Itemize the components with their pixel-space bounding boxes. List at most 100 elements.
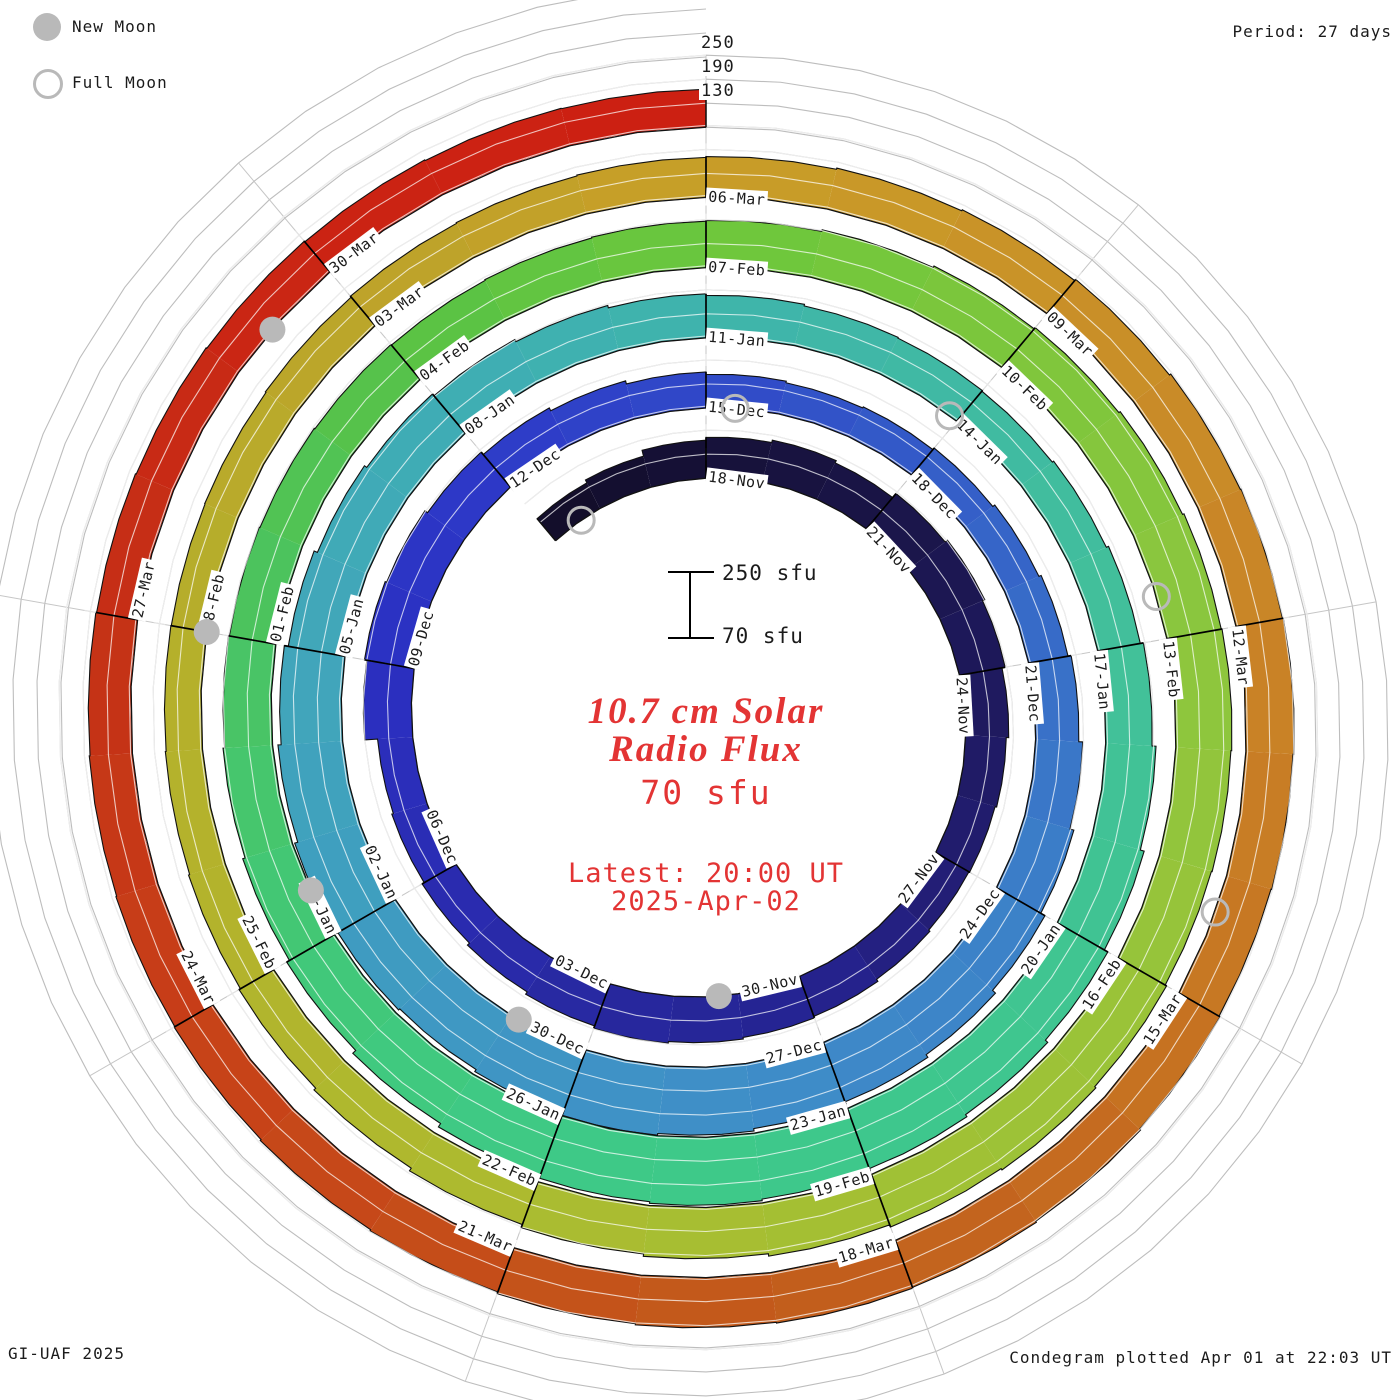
flux-day-bar: [1105, 993, 1221, 1130]
flux-day-bar: [942, 209, 1075, 314]
scalebar-top-label: 250 sfu: [722, 561, 818, 585]
date-label: 24-Nov: [952, 674, 974, 738]
three-day-divider: [335, 898, 396, 935]
grid-tick: [153, 621, 166, 626]
flux-day-bar: [1159, 747, 1231, 872]
flux-day-bar: [893, 951, 996, 1055]
flux-day-bar: [204, 392, 296, 519]
credit-label: GI-UAF 2025: [8, 1344, 125, 1363]
flux-day-bar: [370, 1191, 514, 1293]
flux-day-bar: [1226, 751, 1294, 890]
new-moon-icon: [33, 13, 61, 41]
three-day-divider: [894, 1240, 914, 1289]
flux-day-bar: [1004, 575, 1069, 664]
three-day-divider: [593, 983, 611, 1029]
flux-day-bar: [386, 510, 465, 602]
three-day-divider: [959, 666, 1006, 677]
three-day-divider: [822, 1042, 847, 1105]
flux-day-bar: [956, 391, 1053, 486]
flux-day-bar: [115, 884, 213, 1027]
flux-day-bar: [1166, 629, 1232, 751]
flux-day-bar: [366, 393, 466, 498]
grid-tick: [971, 873, 983, 881]
three-day-divider: [935, 851, 971, 873]
new-moon-marker: [259, 316, 286, 343]
full-moon-marker: [1141, 582, 1171, 612]
flux-day-bar: [391, 280, 506, 380]
flux-day-bar: [260, 1108, 396, 1230]
legend-new-moon-label: New Moon: [72, 17, 158, 36]
three-day-divider: [238, 968, 275, 991]
date-label: 07-Feb: [705, 257, 769, 280]
flux-day-bar: [939, 600, 1006, 676]
svg-text:11-Jan: 11-Jan: [708, 328, 766, 351]
scalebar-bottom-label: 70 sfu: [722, 624, 804, 648]
chart-title-line1: 10.7 cm Solar: [587, 691, 825, 732]
flux-day-bar: [1133, 513, 1222, 639]
flux-day-bar: [515, 305, 619, 384]
flux-day-bar: [165, 749, 226, 875]
flux-day-bar: [848, 406, 933, 476]
radial-axis-label-190: 190: [699, 57, 737, 77]
flux-day-bar: [1236, 618, 1294, 755]
three-day-divider: [95, 611, 138, 621]
three-day-divider: [1117, 957, 1167, 987]
flux-day-bar: [377, 737, 428, 814]
flux-day-bar: [871, 1121, 1002, 1228]
grid-tick: [1069, 653, 1082, 657]
grid-tick: [226, 990, 238, 998]
full-moon-marker: [720, 393, 750, 423]
flux-day-bar: [286, 934, 396, 1051]
chart-latest-readout: Latest: 20:00 UT 2025-Apr-02: [406, 859, 1006, 918]
flux-day-bar: [643, 1202, 769, 1259]
flux-day-bar: [957, 735, 1007, 808]
flux-day-bar: [562, 1049, 666, 1136]
full-moon-icon: [33, 69, 63, 99]
flux-day-bar: [911, 448, 993, 528]
flux-day-bar: [657, 1063, 755, 1136]
legend-full-moon-label: Full Moon: [72, 73, 168, 92]
latest-date-line: 2025-Apr-02: [611, 886, 801, 918]
flux-day-bar: [635, 1272, 777, 1328]
grid-tick: [339, 283, 349, 294]
chart-title-line2: Radio Flux: [609, 728, 803, 770]
flux-day-bar: [206, 241, 330, 373]
flux-day-bar: [1077, 411, 1183, 536]
date-label: 21-Dec: [1021, 662, 1044, 726]
three-day-divider: [520, 1181, 539, 1228]
chart-title: 10.7 cm Solar Radio Flux: [406, 693, 1006, 768]
flux-day-bar: [996, 815, 1074, 914]
flux-day-bar: [425, 108, 570, 195]
grid-tick: [84, 609, 97, 614]
flux-day-bar: [171, 503, 239, 632]
three-day-divider: [1097, 642, 1144, 652]
flux-day-bar: [854, 903, 930, 980]
flux-day-bar: [537, 482, 600, 541]
flux-day-bar: [317, 465, 408, 574]
grid-tick: [813, 1015, 819, 1028]
flux-day-bar: [1057, 835, 1145, 950]
grid-tick: [408, 884, 420, 892]
flux-day-bar: [174, 1004, 294, 1140]
flux-day-bar: [908, 540, 985, 620]
flux-day-bar: [242, 843, 335, 961]
three-day-divider: [303, 240, 331, 273]
flux-day-bar: [585, 456, 651, 509]
flux-day-bar: [265, 297, 376, 415]
scale-bar: [668, 571, 714, 639]
flux-day-bar: [935, 795, 996, 873]
flux-day-bar: [1053, 957, 1167, 1087]
svg-text:06-Mar: 06-Mar: [708, 188, 766, 209]
three-day-divider: [349, 295, 376, 327]
three-day-divider: [538, 1115, 563, 1179]
flux-day-bar: [827, 168, 962, 249]
flux-day-bar: [642, 440, 706, 488]
flux-day-bar: [1197, 489, 1283, 627]
flux-day-bar: [223, 635, 276, 749]
flux-day-bar: [550, 380, 635, 446]
plotted-timestamp-label: Condegram plotted Apr 01 at 22:03 UT: [1009, 1348, 1392, 1367]
flux-day-bar: [497, 1247, 642, 1324]
flux-day-bar: [816, 462, 893, 529]
three-day-divider: [1028, 654, 1072, 664]
flux-day-bar: [363, 660, 415, 740]
